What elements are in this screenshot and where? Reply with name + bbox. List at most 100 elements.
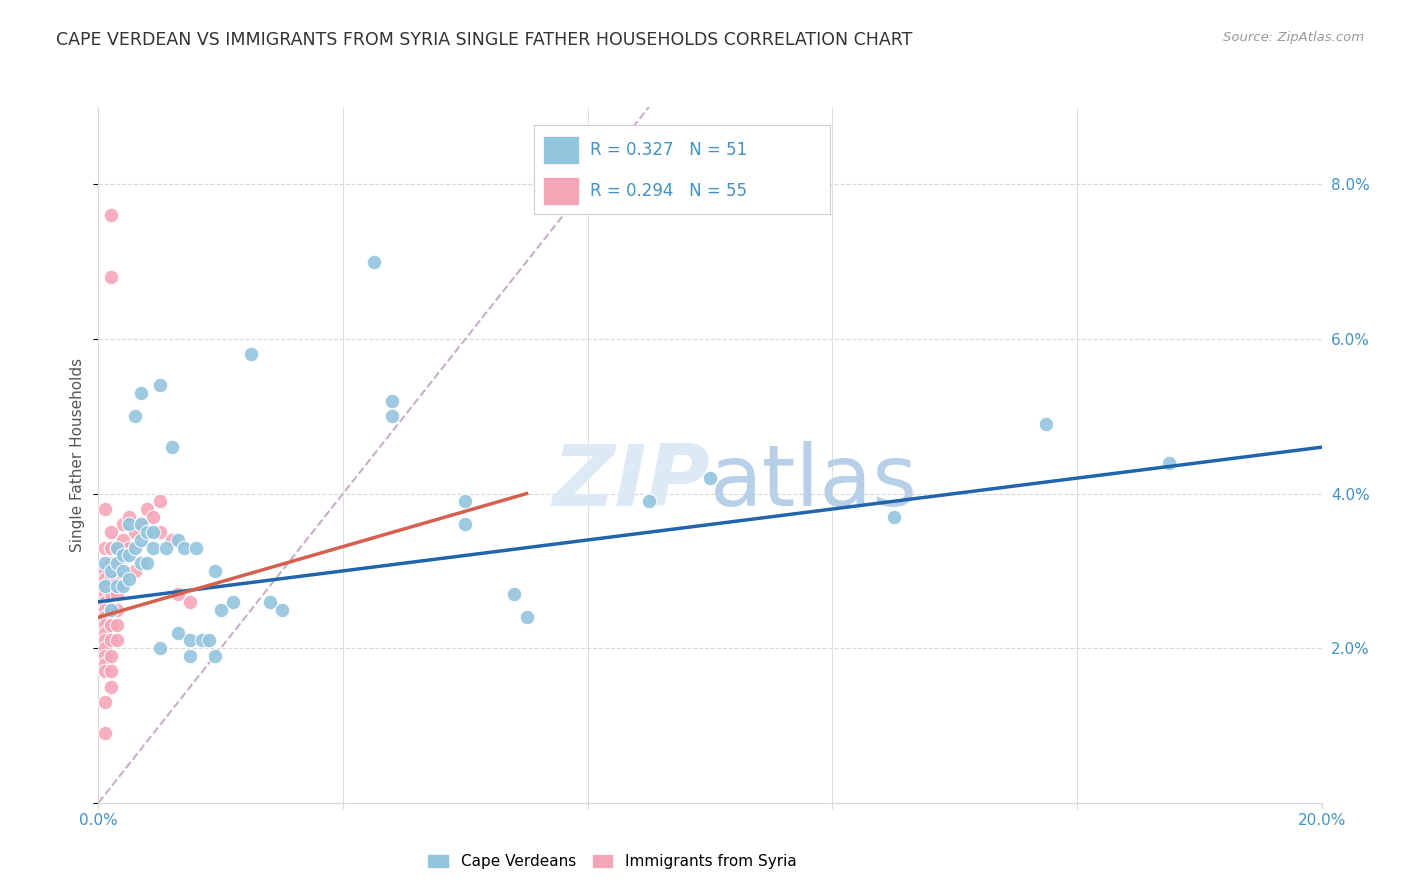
Point — [204, 564, 226, 578]
Point — [259, 595, 281, 609]
Point — [167, 587, 190, 601]
Point — [100, 665, 122, 679]
Point — [142, 525, 165, 540]
FancyBboxPatch shape — [534, 125, 830, 214]
Point — [111, 579, 134, 593]
FancyBboxPatch shape — [543, 136, 579, 164]
Point — [100, 270, 122, 285]
Point — [118, 572, 141, 586]
Text: R = 0.294   N = 55: R = 0.294 N = 55 — [591, 182, 748, 200]
Point — [100, 572, 122, 586]
Point — [105, 556, 128, 570]
Point — [129, 517, 152, 532]
Point — [1035, 417, 1057, 431]
Point — [191, 633, 214, 648]
Point — [160, 533, 183, 547]
Point — [124, 564, 146, 578]
Point — [124, 409, 146, 424]
Point — [100, 648, 122, 663]
Point — [100, 602, 122, 616]
Point — [142, 509, 165, 524]
Point — [93, 695, 115, 709]
Point — [149, 525, 172, 540]
Point — [149, 378, 172, 392]
Point — [204, 648, 226, 663]
Point — [105, 579, 128, 593]
Point — [124, 541, 146, 555]
Point — [149, 641, 172, 656]
Point — [118, 549, 141, 563]
Y-axis label: Single Father Households: Single Father Households — [70, 358, 86, 552]
Point — [100, 602, 122, 616]
Point — [105, 587, 128, 601]
Point — [149, 494, 172, 508]
Point — [1157, 456, 1180, 470]
Point — [93, 641, 115, 656]
Point — [129, 517, 152, 532]
Point — [173, 541, 195, 555]
Point — [124, 525, 146, 540]
Point — [136, 556, 159, 570]
Point — [105, 541, 128, 555]
Point — [118, 517, 141, 532]
Point — [105, 618, 128, 632]
Point — [118, 541, 141, 555]
Text: atlas: atlas — [710, 442, 918, 524]
Point — [454, 517, 477, 532]
Point — [209, 602, 232, 616]
Point — [160, 440, 183, 454]
Point — [105, 633, 128, 648]
Point — [93, 618, 115, 632]
Point — [381, 409, 404, 424]
Point — [363, 254, 385, 268]
Point — [222, 595, 245, 609]
Point — [93, 602, 115, 616]
Point — [179, 595, 201, 609]
Point — [100, 633, 122, 648]
Point — [105, 556, 128, 570]
Point — [93, 564, 115, 578]
Point — [93, 625, 115, 640]
Point — [105, 541, 128, 555]
Point — [100, 525, 122, 540]
Point — [105, 602, 128, 616]
Point — [100, 208, 122, 222]
Point — [270, 602, 292, 616]
Text: ZIP: ZIP — [553, 442, 710, 524]
Point — [167, 625, 190, 640]
Point — [100, 541, 122, 555]
Point — [381, 393, 404, 408]
Point — [111, 549, 134, 563]
Point — [167, 533, 190, 547]
Point — [93, 665, 115, 679]
Point — [699, 471, 721, 485]
Point — [93, 556, 115, 570]
Point — [142, 541, 165, 555]
Point — [100, 556, 122, 570]
Point — [136, 502, 159, 516]
Point — [111, 564, 134, 578]
Point — [93, 572, 115, 586]
Point — [179, 633, 201, 648]
Point — [129, 386, 152, 401]
Point — [129, 533, 152, 547]
Point — [105, 572, 128, 586]
Point — [186, 541, 208, 555]
Point — [93, 579, 115, 593]
Point — [118, 509, 141, 524]
Point — [503, 587, 526, 601]
Text: Source: ZipAtlas.com: Source: ZipAtlas.com — [1223, 31, 1364, 45]
Point — [637, 494, 661, 508]
Point — [100, 564, 122, 578]
Point — [516, 610, 538, 624]
Point — [93, 726, 115, 740]
Legend: Cape Verdeans, Immigrants from Syria: Cape Verdeans, Immigrants from Syria — [422, 848, 803, 875]
Point — [155, 541, 177, 555]
Point — [93, 587, 115, 601]
Point — [100, 680, 122, 694]
Point — [111, 549, 134, 563]
Point — [111, 533, 134, 547]
Text: R = 0.327   N = 51: R = 0.327 N = 51 — [591, 141, 748, 159]
Point — [93, 595, 115, 609]
Point — [93, 610, 115, 624]
